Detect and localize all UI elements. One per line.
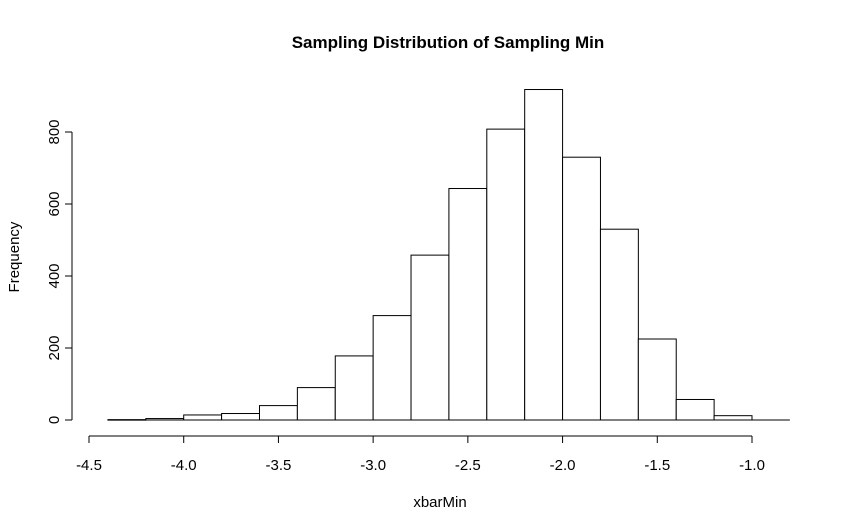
histogram-bar [221,413,260,421]
x-tick-label: -2.0 [550,457,576,474]
histogram-bar [372,315,412,421]
y-tick-label: 600 [46,191,63,216]
y-tick-label: 400 [46,263,63,288]
histogram-bar [296,387,336,421]
histogram-bar [334,355,374,421]
x-axis: -4.5 -4.0 -3.5 -3.0 -2.5 -2.0 -1.5 -1.0 [76,435,765,474]
bars-group [107,89,790,421]
histogram-bar [183,414,223,421]
y-axis: 0 200 400 600 800 [46,119,73,424]
y-tick-label: 0 [46,416,63,424]
histogram-bar [599,228,639,421]
x-tick-label: -4.0 [171,457,197,474]
histogram-bar [258,405,298,421]
x-tick-label: -1.0 [739,457,765,474]
histogram-bar [486,128,526,421]
histogram-bar [637,338,677,421]
x-tick-label: -1.5 [644,457,670,474]
histogram-bar [524,89,564,421]
histogram-bar [410,254,450,421]
y-tick-label: 200 [46,335,63,360]
y-tick-label: 800 [46,119,63,144]
x-tick-label: -3.5 [265,457,291,474]
x-tick-label: -2.5 [455,457,481,474]
histogram-bar [675,398,715,421]
x-tick-label: -3.0 [360,457,386,474]
histogram-bar [562,156,601,421]
histogram-bar [448,188,488,421]
histogram-bar [713,415,753,421]
y-axis-label: Frequency [6,221,23,292]
x-axis-label: xbarMin [413,494,466,511]
x-tick-label: -4.5 [76,457,102,474]
chart-title: Sampling Distribution of Sampling Min [292,33,605,52]
